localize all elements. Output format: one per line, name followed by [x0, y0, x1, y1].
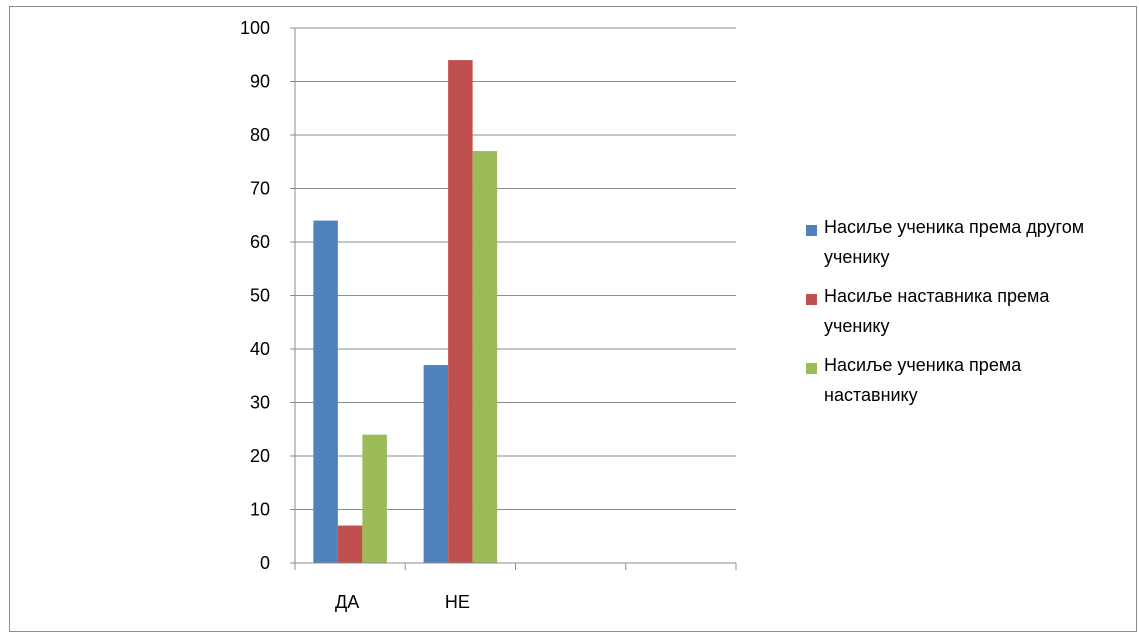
legend-item-3: Насиље ученика према наставнику: [806, 355, 1136, 410]
bars: [313, 60, 498, 564]
y-tick-label-20: 20: [250, 446, 270, 466]
x-axis-ticks: ДА НЕ: [294, 563, 737, 612]
legend-item-1: Насиље ученика према другом ученику: [806, 217, 1136, 272]
gridlines: [295, 27, 736, 510]
legend-swatch-2: [806, 294, 817, 305]
y-tick-label-0: 0: [260, 553, 270, 573]
legend-item-2: Насиље наставника према ученику: [806, 286, 1136, 341]
bar-2-2: [448, 60, 473, 563]
legend-label-1: Насиље ученика према другом ученику: [824, 217, 1085, 267]
y-tick-label-50: 50: [250, 286, 270, 306]
chart-frame: [9, 6, 1137, 632]
y-tick-label-40: 40: [250, 339, 270, 359]
y-tick-label-10: 10: [250, 500, 270, 520]
bar-3-1: [362, 434, 387, 563]
axes: [294, 28, 736, 568]
x-tick-label-1: ДА: [335, 592, 359, 612]
y-tick-label-70: 70: [250, 179, 270, 199]
y-tick-label-100: 100: [240, 18, 270, 38]
legend-label-3: Насиље ученика према наставнику: [824, 355, 1022, 405]
bar-1-2: [423, 365, 449, 563]
y-tick-label-90: 90: [250, 72, 270, 92]
y-axis-ticks: 0 10 20 30 40 50 60 70 80 90 100: [240, 18, 295, 573]
x-tick-label-2: НЕ: [445, 592, 470, 612]
y-tick-label-30: 30: [250, 393, 270, 413]
legend-label-2: Насиље наставника према ученику: [824, 286, 1050, 336]
legend-swatch-1: [806, 225, 817, 236]
bar-1-1: [313, 220, 338, 563]
y-tick-label-60: 60: [250, 232, 270, 252]
legend-swatch-3: [806, 363, 817, 374]
legend: Насиље ученика према другом ученику Наси…: [806, 217, 1136, 425]
y-tick-label-80: 80: [250, 125, 270, 145]
bar-2-1: [337, 525, 363, 563]
bar-3-2: [472, 151, 498, 564]
